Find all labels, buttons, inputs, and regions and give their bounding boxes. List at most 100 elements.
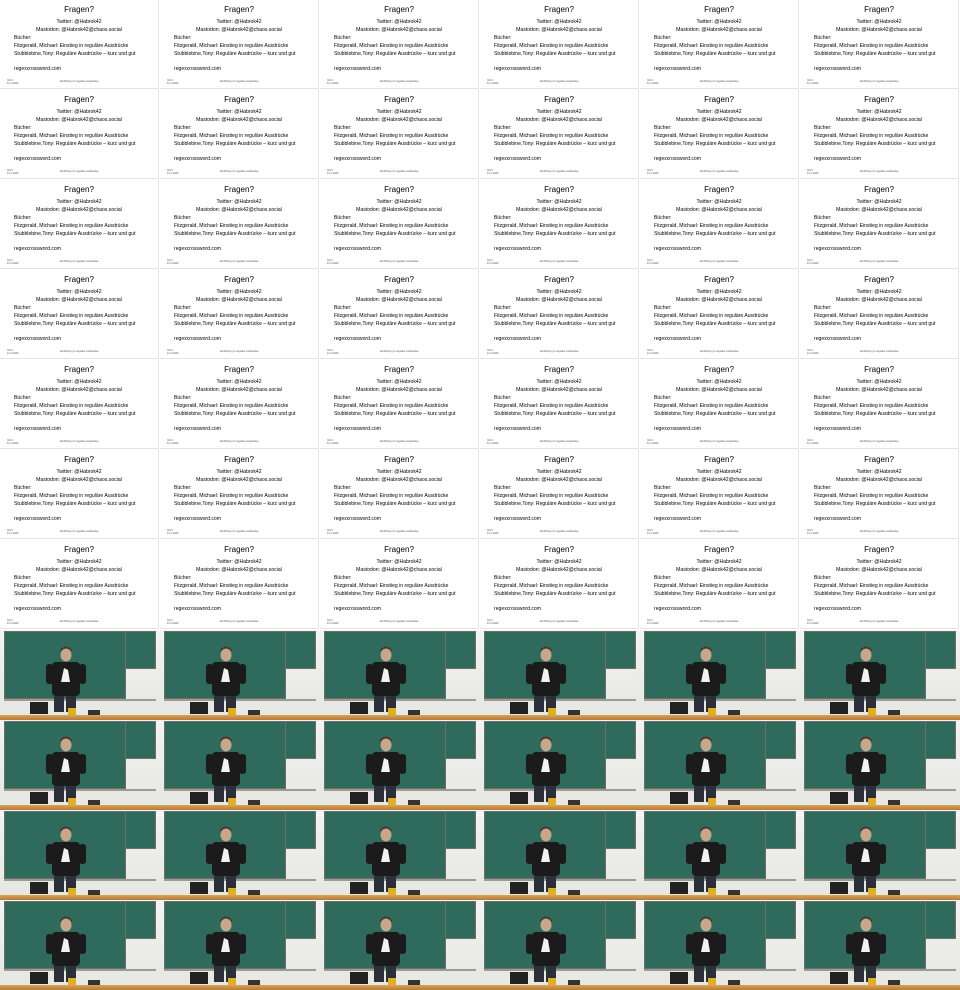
slide-footer-left: GS II, 11.4.2023 bbox=[487, 529, 499, 535]
slide-thumbnail[interactable]: Fragen? Twitter: @Habrok42 Mastodon: @Habr… bbox=[320, 540, 479, 629]
slide-thumbnail[interactable]: Fragen? Twitter: @Habrok42 Mastodon: @Habr… bbox=[0, 360, 159, 449]
slide-thumbnail[interactable]: Fragen? Twitter: @Habrok42 Mastodon: @Habr… bbox=[800, 90, 959, 179]
chalk-rail bbox=[484, 699, 636, 701]
slide-thumbnail[interactable]: Fragen? Twitter: @Habrok42 Mastodon: @Habr… bbox=[640, 360, 799, 449]
slide-thumbnail[interactable]: Fragen? Twitter: @Habrok42 Mastodon: @Habr… bbox=[0, 270, 159, 359]
lecture-desk bbox=[480, 985, 640, 990]
slide-twitter: Twitter: @Habrok42 bbox=[696, 289, 742, 295]
video-frame-thumbnail[interactable] bbox=[160, 720, 320, 810]
slide-website: regexcrossword.com bbox=[14, 66, 61, 72]
slide-thumbnail[interactable]: Fragen? Twitter: @Habrok42 Mastodon: @Habr… bbox=[640, 180, 799, 269]
slide-thumbnail[interactable]: Fragen? Twitter: @Habrok42 Mastodon: @Habr… bbox=[800, 360, 959, 449]
slide-thumbnail[interactable]: Fragen? Twitter: @Habrok42 Mastodon: @Habr… bbox=[0, 450, 159, 539]
slide-thumbnail[interactable]: Fragen? Twitter: @Habrok42 Mastodon: @Habr… bbox=[320, 360, 479, 449]
video-frame-thumbnail[interactable] bbox=[640, 630, 800, 720]
video-frame-thumbnail[interactable] bbox=[640, 720, 800, 810]
slide-website: regexcrossword.com bbox=[334, 606, 381, 612]
slide-thumbnail[interactable]: Fragen? Twitter: @Habrok42 Mastodon: @Habr… bbox=[160, 90, 319, 179]
slide-thumbnail[interactable]: Fragen? Twitter: @Habrok42 Mastodon: @Habr… bbox=[0, 0, 159, 89]
video-frame-thumbnail[interactable] bbox=[160, 810, 320, 900]
video-frame-thumbnail[interactable] bbox=[0, 900, 160, 990]
slide-thumbnail[interactable]: Fragen? Twitter: @Habrok42 Mastodon: @Habr… bbox=[800, 180, 959, 269]
slide-title: Fragen? bbox=[64, 5, 94, 14]
slide-twitter: Twitter: @Habrok42 bbox=[696, 199, 742, 205]
chalk-rail bbox=[484, 969, 636, 971]
slide-thumbnail[interactable]: Fragen? Twitter: @Habrok42 Mastodon: @Habr… bbox=[0, 90, 159, 179]
chalkboard-side bbox=[926, 901, 956, 939]
slide-footer-center: Einführung in reguläre Ausdrücke bbox=[860, 350, 899, 353]
slide-mastodon: Mastodon: @Habrok42@chaos.social bbox=[196, 567, 282, 573]
slide-thumbnail[interactable]: Fragen? Twitter: @Habrok42 Mastodon: @Habr… bbox=[640, 0, 799, 89]
slide-thumbnail[interactable]: Fragen? Twitter: @Habrok42 Mastodon: @Habr… bbox=[320, 270, 479, 359]
slide-thumbnail[interactable]: Fragen? Twitter: @Habrok42 Mastodon: @Habr… bbox=[160, 450, 319, 539]
slide-thumbnail[interactable]: Fragen? Twitter: @Habrok42 Mastodon: @Habr… bbox=[480, 270, 639, 359]
slide-thumbnail[interactable]: Fragen? Twitter: @Habrok42 Mastodon: @Habr… bbox=[800, 450, 959, 539]
slide-thumbnail[interactable]: Fragen? Twitter: @Habrok42 Mastodon: @Habr… bbox=[640, 450, 799, 539]
slide-book-2: Stubblebine,Tony: Reguläre Ausdrücke – k… bbox=[14, 321, 136, 327]
slide-thumbnail[interactable]: Fragen? Twitter: @Habrok42 Mastodon: @Habr… bbox=[0, 540, 159, 629]
slide-thumbnail[interactable]: Fragen? Twitter: @Habrok42 Mastodon: @Habr… bbox=[320, 180, 479, 269]
slide-thumbnail[interactable]: Fragen? Twitter: @Habrok42 Mastodon: @Habr… bbox=[800, 270, 959, 359]
slide-book-2: Stubblebine,Tony: Reguläre Ausdrücke – k… bbox=[654, 141, 776, 147]
slide-website: regexcrossword.com bbox=[14, 516, 61, 522]
slide-thumbnail[interactable]: Fragen? Twitter: @Habrok42 Mastodon: @Habr… bbox=[0, 180, 159, 269]
slide-thumbnail[interactable]: Fragen? Twitter: @Habrok42 Mastodon: @Habr… bbox=[160, 270, 319, 359]
slide-book-1: Fitzgerald, Michael: Einstieg in regulär… bbox=[334, 403, 449, 409]
slide-thumbnail[interactable]: Fragen? Twitter: @Habrok42 Mastodon: @Habr… bbox=[480, 360, 639, 449]
slide-thumbnail[interactable]: Fragen? Twitter: @Habrok42 Mastodon: @Habr… bbox=[480, 180, 639, 269]
chalk-rail bbox=[324, 789, 476, 791]
chalk-rail bbox=[804, 969, 956, 971]
slide-thumbnail[interactable]: Fragen? Twitter: @Habrok42 Mastodon: @Habr… bbox=[320, 450, 479, 539]
video-frame-thumbnail[interactable] bbox=[480, 720, 640, 810]
video-frame-thumbnail[interactable] bbox=[640, 900, 800, 990]
slide-website: regexcrossword.com bbox=[654, 516, 701, 522]
video-frame-thumbnail[interactable] bbox=[320, 720, 480, 810]
video-frame-thumbnail[interactable] bbox=[320, 900, 480, 990]
video-frame-thumbnail[interactable] bbox=[160, 630, 320, 720]
slide-thumbnail[interactable]: Fragen? Twitter: @Habrok42 Mastodon: @Habr… bbox=[480, 450, 639, 539]
slide-thumbnail[interactable]: Fragen? Twitter: @Habrok42 Mastodon: @Habr… bbox=[800, 0, 959, 89]
slide-twitter: Twitter: @Habrok42 bbox=[56, 559, 102, 565]
video-frame-thumbnail[interactable] bbox=[480, 810, 640, 900]
video-frame-thumbnail[interactable] bbox=[480, 900, 640, 990]
video-frame-thumbnail[interactable] bbox=[800, 630, 960, 720]
lecture-desk bbox=[320, 985, 480, 990]
slide-thumbnail[interactable]: Fragen? Twitter: @Habrok42 Mastodon: @Habr… bbox=[160, 540, 319, 629]
slide-thumbnail[interactable]: Fragen? Twitter: @Habrok42 Mastodon: @Habr… bbox=[480, 540, 639, 629]
video-frame-thumbnail[interactable] bbox=[800, 900, 960, 990]
video-frame-thumbnail[interactable] bbox=[800, 720, 960, 810]
slide-thumbnail[interactable]: Fragen? Twitter: @Habrok42 Mastodon: @Habr… bbox=[320, 0, 479, 89]
video-frame-thumbnail[interactable] bbox=[800, 810, 960, 900]
slide-thumbnail[interactable]: Fragen? Twitter: @Habrok42 Mastodon: @Habr… bbox=[160, 0, 319, 89]
slide-book-2: Stubblebine,Tony: Reguläre Ausdrücke – k… bbox=[494, 411, 616, 417]
video-frame-thumbnail[interactable] bbox=[0, 810, 160, 900]
slide-book-2: Stubblebine,Tony: Reguläre Ausdrücke – k… bbox=[334, 51, 456, 57]
slide-thumbnail[interactable]: Fragen? Twitter: @Habrok42 Mastodon: @Habr… bbox=[320, 90, 479, 179]
video-frame-thumbnail[interactable] bbox=[320, 810, 480, 900]
slide-books-heading: Bücher: bbox=[494, 215, 512, 221]
slide-title: Fragen? bbox=[704, 365, 734, 374]
slide-thumbnail[interactable]: Fragen? Twitter: @Habrok42 Mastodon: @Habr… bbox=[640, 540, 799, 629]
slide-footer-center: Einführung in reguläre Ausdrücke bbox=[60, 170, 99, 173]
video-frame-thumbnail[interactable] bbox=[160, 900, 320, 990]
video-frame-thumbnail[interactable] bbox=[0, 630, 160, 720]
chalkboard-side bbox=[286, 901, 316, 939]
slide-thumbnail[interactable]: Fragen? Twitter: @Habrok42 Mastodon: @Habr… bbox=[480, 0, 639, 89]
slide-thumbnail[interactable]: Fragen? Twitter: @Habrok42 Mastodon: @Habr… bbox=[640, 90, 799, 179]
video-frame-thumbnail[interactable] bbox=[320, 630, 480, 720]
video-frame-thumbnail[interactable] bbox=[640, 810, 800, 900]
slide-title: Fragen? bbox=[544, 5, 574, 14]
slide-thumbnail[interactable]: Fragen? Twitter: @Habrok42 Mastodon: @Habr… bbox=[800, 540, 959, 629]
video-frame-thumbnail[interactable] bbox=[480, 630, 640, 720]
slide-thumbnail[interactable]: Fragen? Twitter: @Habrok42 Mastodon: @Habr… bbox=[160, 360, 319, 449]
slide-title: Fragen? bbox=[384, 5, 414, 14]
slide-title: Fragen? bbox=[224, 455, 254, 464]
slide-books-heading: Bücher: bbox=[814, 215, 832, 221]
video-frame-thumbnail[interactable] bbox=[0, 720, 160, 810]
chalk-rail bbox=[324, 969, 476, 971]
slide-thumbnail[interactable]: Fragen? Twitter: @Habrok42 Mastodon: @Habr… bbox=[480, 90, 639, 179]
slide-book-1: Fitzgerald, Michael: Einstieg in regulär… bbox=[814, 133, 929, 139]
slide-thumbnail[interactable]: Fragen? Twitter: @Habrok42 Mastodon: @Habr… bbox=[640, 270, 799, 359]
slide-thumbnail[interactable]: Fragen? Twitter: @Habrok42 Mastodon: @Habr… bbox=[160, 180, 319, 269]
slide-book-2: Stubblebine,Tony: Reguläre Ausdrücke – k… bbox=[814, 501, 936, 507]
